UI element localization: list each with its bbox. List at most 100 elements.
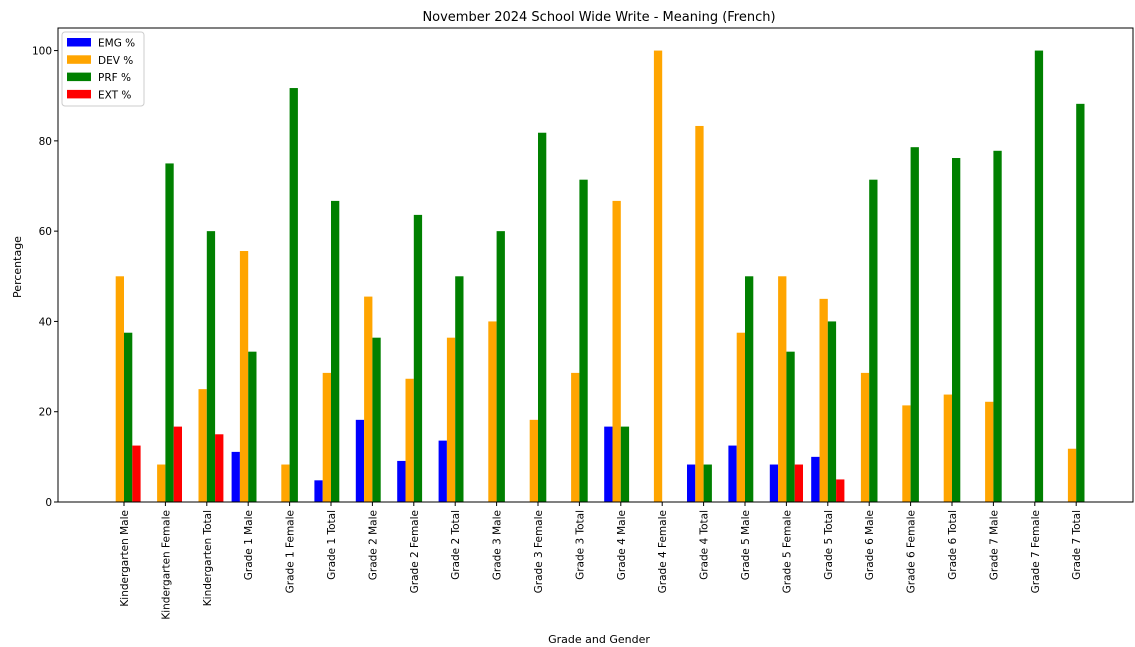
bar-prf-17 bbox=[786, 351, 795, 502]
bar-ext-2 bbox=[173, 426, 182, 502]
y-tick-label: 100 bbox=[32, 46, 52, 58]
bar-dev-16 bbox=[736, 332, 745, 502]
x-tick-label: Grade 7 Female bbox=[1030, 510, 1042, 593]
bar-dev-22 bbox=[985, 401, 994, 502]
bar-ext-3 bbox=[215, 434, 224, 502]
bar-prf-22 bbox=[993, 150, 1002, 503]
x-tick-label: Grade 1 Female bbox=[285, 510, 297, 593]
bar-prf-8 bbox=[413, 214, 423, 502]
bar-prf-23 bbox=[1034, 50, 1044, 502]
bar-prf-10 bbox=[496, 231, 505, 502]
x-tick-label: Grade 7 Total bbox=[1071, 510, 1083, 580]
bar-emg-7 bbox=[355, 419, 365, 502]
x-tick-label: Grade 3 Total bbox=[574, 510, 586, 580]
y-tick-label: 20 bbox=[39, 407, 52, 419]
bar-ext-17 bbox=[794, 464, 803, 502]
bar-emg-16 bbox=[728, 445, 737, 502]
x-tick-label: Grade 1 Total bbox=[326, 510, 338, 580]
bar-dev-19 bbox=[860, 372, 870, 502]
bar-prf-3 bbox=[206, 231, 216, 502]
bar-dev-1 bbox=[115, 276, 124, 502]
bars-group bbox=[115, 50, 1085, 503]
bar-dev-20 bbox=[902, 405, 911, 502]
x-tick-label: Grade 4 Male bbox=[616, 510, 628, 580]
bar-prf-15 bbox=[703, 464, 712, 502]
legend-label: PRF % bbox=[98, 72, 131, 84]
bar-emg-15 bbox=[687, 464, 696, 502]
x-tick-label: Grade 2 Female bbox=[409, 510, 421, 593]
legend-label: DEV % bbox=[98, 55, 133, 67]
bar-prf-11 bbox=[538, 132, 547, 503]
bar-dev-15 bbox=[695, 125, 704, 503]
bar-dev-21 bbox=[943, 394, 952, 502]
y-axis-label: Percentage bbox=[11, 236, 24, 298]
bar-dev-6 bbox=[322, 372, 331, 502]
bar-emg-8 bbox=[397, 460, 406, 502]
y-tick-label: 40 bbox=[39, 316, 52, 328]
bar-dev-12 bbox=[571, 372, 580, 502]
chart-title: November 2024 School Wide Write - Meanin… bbox=[422, 10, 775, 25]
bar-prf-5 bbox=[289, 88, 298, 502]
plot-frame bbox=[57, 27, 1134, 503]
bar-prf-1 bbox=[124, 332, 133, 502]
x-tick-label: Grade 5 Female bbox=[781, 510, 793, 593]
x-tick-label: Grade 6 Male bbox=[864, 510, 876, 580]
bar-dev-4 bbox=[239, 251, 249, 502]
x-tick-label: Grade 4 Female bbox=[657, 510, 669, 593]
x-tick-label: Grade 4 Total bbox=[699, 510, 711, 580]
x-tick-label: Grade 1 Male bbox=[243, 510, 255, 580]
x-tick-label: Grade 6 Total bbox=[947, 510, 959, 580]
legend-swatch bbox=[67, 89, 91, 99]
bar-prf-6 bbox=[331, 200, 340, 502]
bar-dev-11 bbox=[529, 419, 538, 502]
bar-dev-7 bbox=[364, 296, 373, 502]
x-tick-label: Grade 5 Total bbox=[823, 510, 835, 580]
bar-emg-9 bbox=[438, 440, 447, 502]
y-tick-label: 0 bbox=[45, 497, 52, 509]
legend-swatch bbox=[67, 72, 91, 82]
legend: EMG % DEV % PRF % EXT % bbox=[61, 31, 145, 107]
bar-prf-19 bbox=[869, 179, 878, 502]
bar-prf-21 bbox=[952, 158, 961, 502]
bar-dev-17 bbox=[778, 276, 787, 502]
bar-dev-9 bbox=[446, 337, 456, 502]
bar-emg-13 bbox=[604, 426, 613, 502]
bar-dev-13 bbox=[612, 200, 621, 502]
legend-label: EXT % bbox=[98, 89, 131, 101]
x-tick-label: Grade 3 Female bbox=[533, 510, 545, 593]
legend-swatch bbox=[67, 55, 91, 64]
bar-emg-17 bbox=[769, 464, 779, 502]
x-tick-label: Grade 7 Male bbox=[988, 510, 1000, 580]
bar-prf-4 bbox=[248, 351, 257, 502]
bar-prf-24 bbox=[1076, 103, 1085, 502]
x-tick-label: Kindergarten Female bbox=[160, 510, 172, 620]
legend-label: EMG % bbox=[98, 38, 135, 50]
bar-dev-10 bbox=[488, 321, 497, 502]
bar-prf-9 bbox=[455, 276, 464, 502]
bar-emg-4 bbox=[231, 451, 240, 502]
bar-dev-24 bbox=[1067, 448, 1077, 502]
y-tick-label: 60 bbox=[39, 226, 52, 238]
x-tick-label: Grade 5 Male bbox=[740, 510, 752, 580]
legend-box bbox=[61, 31, 145, 107]
bar-prf-7 bbox=[372, 337, 381, 502]
x-tick-label: Grade 2 Total bbox=[450, 510, 462, 580]
x-tick-label: Kindergarten Total bbox=[202, 510, 214, 606]
bar-prf-2 bbox=[165, 163, 174, 502]
bar-prf-20 bbox=[910, 147, 919, 502]
bar-dev-3 bbox=[198, 389, 207, 502]
x-tick-label: Grade 3 Male bbox=[492, 510, 504, 580]
bar-ext-18 bbox=[836, 479, 845, 502]
x-ticks-group: Kindergarten Male Kindergarten Female Kind… bbox=[119, 502, 1083, 620]
y-ticks-group: 0 20 40 60 80 100 bbox=[32, 46, 58, 509]
bar-dev-18 bbox=[819, 298, 828, 502]
x-tick-label: Grade 2 Male bbox=[367, 510, 379, 580]
bar-dev-2 bbox=[157, 464, 166, 502]
bar-prf-12 bbox=[579, 179, 588, 502]
bar-dev-14 bbox=[653, 50, 663, 502]
bar-prf-13 bbox=[620, 426, 630, 502]
bar-emg-18 bbox=[811, 456, 820, 502]
x-axis-label: Grade and Gender bbox=[548, 633, 650, 646]
bar-dev-8 bbox=[405, 378, 414, 502]
bar-prf-16 bbox=[745, 276, 754, 502]
